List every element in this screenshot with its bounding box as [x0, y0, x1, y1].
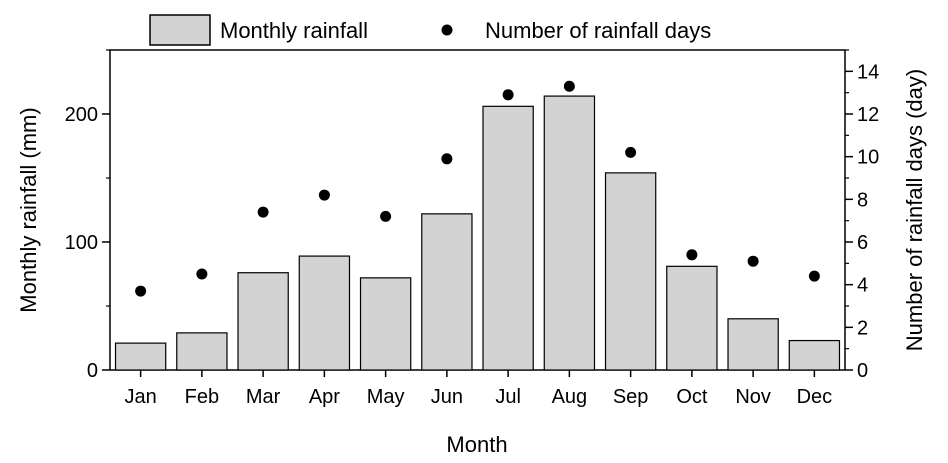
bar-feb: [176, 332, 228, 371]
plot-frame: [109, 49, 846, 371]
point-may: [380, 210, 392, 222]
x-tick-label-dec: Dec: [797, 386, 833, 408]
y-axis-left: 0 100 200: [65, 49, 110, 382]
points-group: [135, 80, 820, 297]
y-right-tick-label-0: 0: [857, 360, 868, 382]
y-right-tick-label-12: 12: [857, 104, 879, 126]
legend-bar-swatch: [149, 14, 211, 46]
x-tick-label-may: May: [367, 386, 405, 408]
y-left-tick-label-100: 100: [65, 232, 98, 254]
bar-dec: [788, 339, 841, 371]
x-tick-label-mar: Mar: [246, 386, 281, 408]
point-feb: [196, 268, 208, 280]
x-tick-label-jan: Jan: [125, 386, 157, 408]
point-jul: [502, 89, 514, 101]
point-aug: [563, 80, 575, 92]
bar-oct: [666, 265, 718, 371]
point-sep: [625, 146, 637, 158]
y-axis-left-title: Monthly rainfall (mm): [16, 107, 41, 312]
x-tick-label-feb: Feb: [185, 386, 219, 408]
bar-aug: [543, 95, 596, 371]
y-right-tick-label-8: 8: [857, 189, 868, 211]
legend-label-monthly-rainfall: Monthly rainfall: [220, 18, 368, 43]
point-jan: [135, 285, 147, 297]
x-tick-label-apr: Apr: [309, 386, 340, 408]
bars-group: [114, 95, 841, 371]
y-right-tick-label-2: 2: [857, 317, 868, 339]
bar-sep: [604, 172, 657, 371]
x-axis-title: Month: [446, 432, 507, 457]
y-right-tick-label-10: 10: [857, 147, 879, 169]
y-right-tick-label-4: 4: [857, 275, 868, 297]
bar-may: [359, 277, 412, 371]
y-left-tick-label-0: 0: [87, 360, 98, 382]
x-tick-label-sep: Sep: [613, 386, 649, 408]
y-right-tick-label-6: 6: [857, 232, 868, 254]
y-left-tick-label-200: 200: [65, 104, 98, 126]
x-tick-label-jul: Jul: [495, 386, 521, 408]
plot-area: Jan Feb Mar Apr May Jun Jul Aug Sep Oct Nov Dec 0 10…: [65, 49, 879, 408]
legend-label-rainfall-days: Number of rainfall days: [485, 18, 711, 43]
x-tick-label-nov: Nov: [735, 386, 771, 408]
point-mar: [257, 206, 269, 218]
legend: Monthly rainfall Number of rainfall days: [149, 14, 711, 46]
bar-jun: [421, 213, 473, 371]
point-nov: [747, 255, 759, 267]
point-apr: [318, 189, 330, 201]
x-tick-label-jun: Jun: [431, 386, 463, 408]
point-jun: [441, 153, 453, 165]
y-right-tick-label-14: 14: [857, 61, 879, 83]
x-tick-label-aug: Aug: [552, 386, 588, 408]
bar-mar: [237, 272, 289, 371]
bar-nov: [727, 318, 779, 371]
point-oct: [686, 249, 698, 261]
bar-apr: [298, 255, 351, 371]
y-axis-right-title: Number of rainfall days (day): [902, 69, 927, 351]
bar-jul: [482, 105, 534, 371]
y-axis-right: 0 2 4 6 8 10 12 14: [845, 49, 879, 382]
x-tick-label-oct: Oct: [676, 386, 708, 408]
x-axis: Jan Feb Mar Apr May Jun Jul Aug Sep Oct Nov Dec: [125, 370, 833, 408]
legend-dot-swatch: [441, 24, 453, 36]
point-dec: [808, 270, 820, 282]
bar-jan: [114, 342, 167, 371]
